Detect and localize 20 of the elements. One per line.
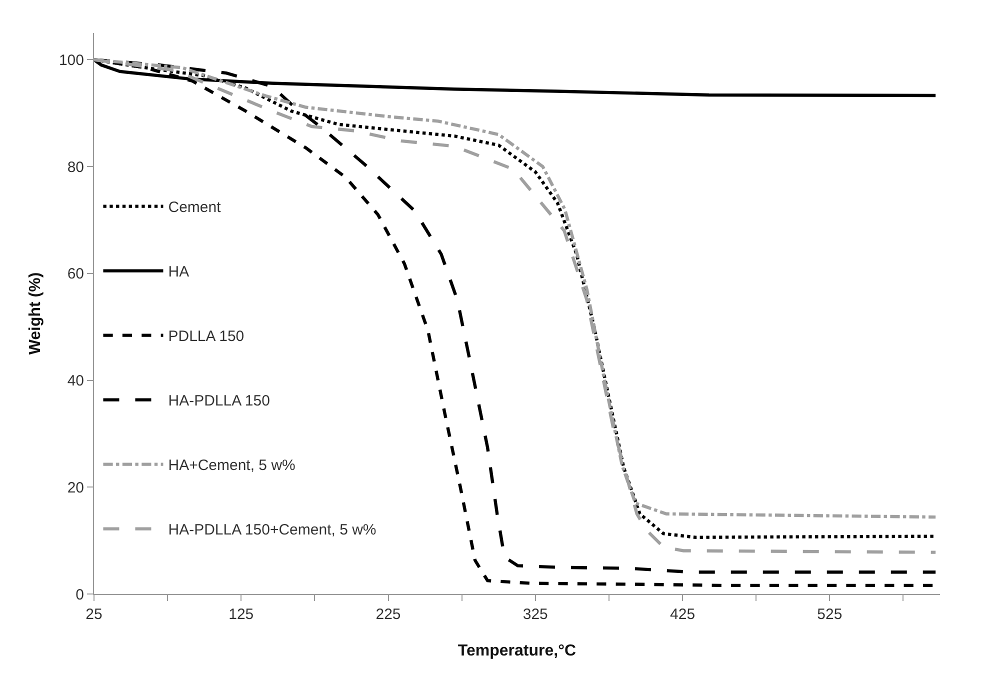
legend-label: HA bbox=[168, 264, 190, 281]
x-tick-label: 425 bbox=[670, 606, 696, 623]
legend-label: HA+Cement, 5 w% bbox=[168, 457, 296, 474]
x-axis-title: Temperature,°C bbox=[458, 642, 577, 660]
x-tick-label: 325 bbox=[522, 606, 548, 623]
y-tick-label: 80 bbox=[67, 158, 84, 176]
y-tick-label: 40 bbox=[67, 372, 84, 390]
legend-label: HA-PDLLA 150 bbox=[168, 392, 270, 410]
x-tick-label: 225 bbox=[376, 606, 401, 623]
y-tick-label: 20 bbox=[67, 479, 84, 496]
x-tick-label: 125 bbox=[228, 606, 254, 623]
legend-label: Cement bbox=[168, 199, 222, 216]
y-tick-label: 0 bbox=[76, 586, 84, 604]
x-tick-label: 25 bbox=[86, 606, 102, 623]
legend-label: PDLLA 150 bbox=[168, 328, 244, 346]
y-tick-label: 100 bbox=[58, 52, 84, 69]
x-tick-label: 525 bbox=[817, 606, 842, 623]
y-axis-title: Weight (%) bbox=[26, 272, 44, 355]
legend-label: HA-PDLLA 150+Cement, 5 w% bbox=[168, 522, 376, 539]
y-tick-label: 60 bbox=[67, 266, 84, 283]
